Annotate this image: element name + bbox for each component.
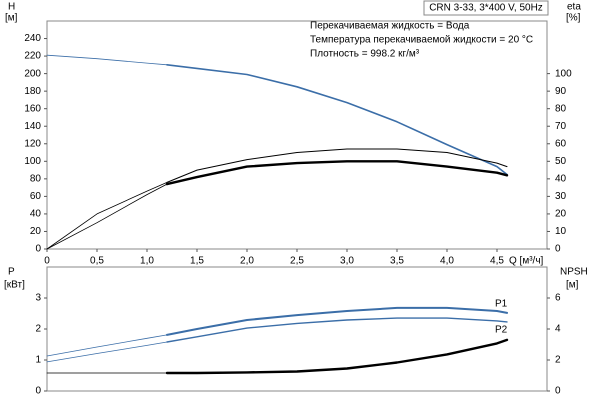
x-tick-label: 3,0 <box>340 256 354 267</box>
y2-axis-label: NPSH <box>560 267 588 278</box>
y2-axis-unit: [%] <box>566 13 581 24</box>
y-axis-label: H <box>8 2 15 13</box>
y2-axis-label: eta <box>567 2 581 13</box>
y2-tick-label: 80 <box>555 103 567 114</box>
x-tick-label: 4,0 <box>440 256 454 267</box>
series-line <box>166 317 508 343</box>
x-axis-label: Q [м³/ч] <box>509 256 544 267</box>
chart-title: CRN 3-33, 3*400 V, 50Hz <box>429 3 543 14</box>
y-tick-label: 40 <box>30 209 42 220</box>
plot-frame <box>46 20 548 250</box>
y2-axis-unit: [м] <box>566 280 579 291</box>
series-line <box>46 183 168 250</box>
y-tick-label: 120 <box>24 138 41 149</box>
annotation: Плотность = 998.2 кг/м³ <box>310 49 420 60</box>
y-tick-label: 1 <box>35 355 41 366</box>
y-tick-label: 2 <box>35 324 41 335</box>
series-line <box>165 338 509 375</box>
series-line <box>166 148 508 183</box>
y-tick-label: 3 <box>35 293 41 304</box>
y-tick-label: 80 <box>30 173 42 184</box>
y-axis-unit: [кВт] <box>4 280 25 291</box>
y2-tick-label: 20 <box>555 209 567 220</box>
y-tick-label: 220 <box>24 51 41 62</box>
y-tick-label: 140 <box>24 121 41 132</box>
y2-tick-label: 60 <box>555 138 567 149</box>
y2-tick-label: 90 <box>555 86 567 97</box>
x-tick-label: 1,5 <box>190 256 204 267</box>
series-line <box>46 182 168 250</box>
x-tick-label: 0 <box>44 256 50 267</box>
y-tick-label: 200 <box>24 68 41 79</box>
y-axis-unit: [м] <box>5 13 18 24</box>
y-tick-label: 60 <box>30 191 42 202</box>
y-tick-label: 0 <box>35 386 41 397</box>
x-tick-label: 1,0 <box>140 256 154 267</box>
y2-tick-label: 10 <box>555 226 567 237</box>
y2-tick-label: 40 <box>555 173 567 184</box>
y2-tick-label: 6 <box>555 293 561 304</box>
x-tick-label: 4,5 <box>490 256 504 267</box>
annotation: Температура перекачиваемой жидкости = 20… <box>310 35 533 46</box>
series-line <box>166 64 508 176</box>
y2-tick-label: 2 <box>555 355 561 366</box>
y-tick-label: 160 <box>24 103 41 114</box>
series-line <box>165 160 509 186</box>
title-box <box>423 0 549 16</box>
x-tick-label: 0,5 <box>90 256 104 267</box>
y2-tick-label: 100 <box>555 68 572 79</box>
y-axis-label: P <box>8 267 15 278</box>
y2-tick-label: 4 <box>555 324 561 335</box>
x-tick-label: 2,0 <box>240 256 254 267</box>
y-tick-label: 0 <box>35 244 41 255</box>
x-tick-label: 2,5 <box>290 256 304 267</box>
y2-tick-label: 50 <box>555 156 567 167</box>
y2-tick-label: 0 <box>555 244 561 255</box>
series-line <box>46 341 168 363</box>
series-line <box>166 306 508 336</box>
y-tick-label: 20 <box>30 226 42 237</box>
series-line <box>46 334 168 357</box>
y2-tick-label: 0 <box>555 386 561 397</box>
series-label: P2 <box>495 325 508 336</box>
x-tick-label: 3,5 <box>390 256 404 267</box>
y2-tick-label: 30 <box>555 191 567 202</box>
y-tick-label: 240 <box>24 33 41 44</box>
y2-tick-label: 70 <box>555 121 567 132</box>
series-label: P1 <box>495 299 508 310</box>
y-tick-label: 180 <box>24 86 41 97</box>
annotation: Перекачиваемая жидкость = Вода <box>310 21 470 32</box>
y-tick-label: 100 <box>24 156 41 167</box>
series-line <box>46 54 168 66</box>
